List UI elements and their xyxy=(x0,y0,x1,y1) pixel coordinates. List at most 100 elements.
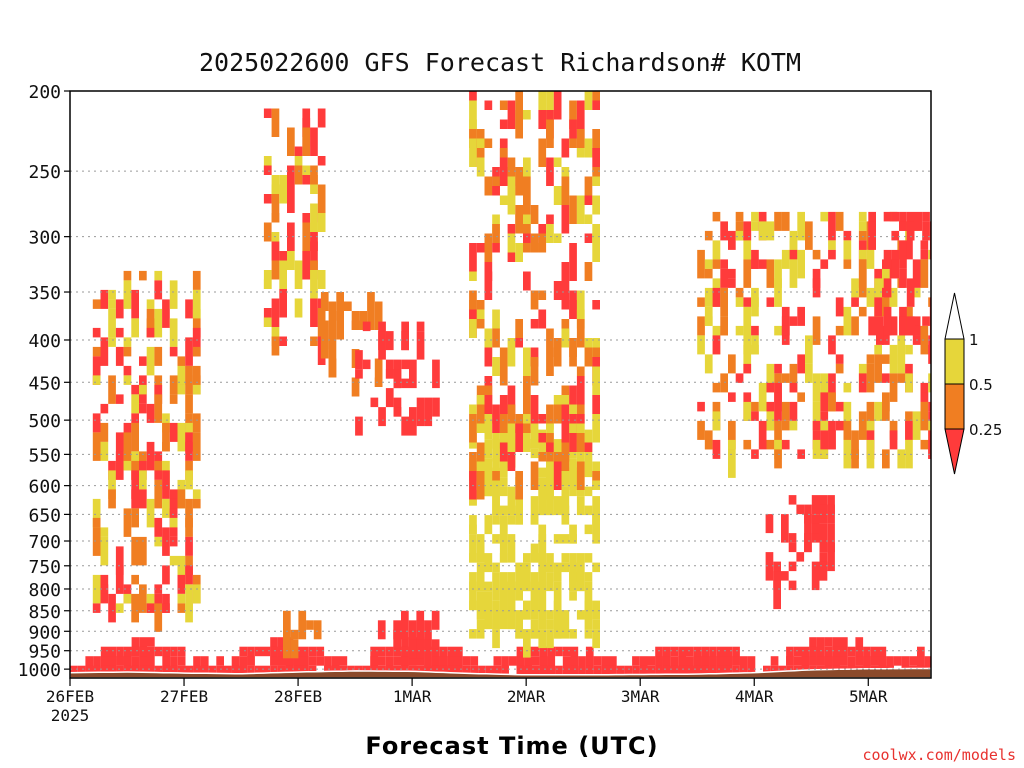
ri-cell-yellow xyxy=(530,553,539,563)
ri-cell-red xyxy=(485,665,494,678)
ri-cell-red xyxy=(231,665,240,678)
ri-cell-yellow xyxy=(476,309,485,319)
ri-cell-red xyxy=(553,461,562,490)
ri-cell-yellow xyxy=(576,610,585,620)
ri-cell-red xyxy=(883,278,892,298)
ri-cell-yellow xyxy=(538,553,547,563)
ri-cell-orange xyxy=(538,452,547,462)
ri-cell-red xyxy=(470,665,479,676)
ri-cell-yellow xyxy=(507,486,516,516)
ri-cell-red xyxy=(647,665,656,676)
ri-cell-yellow xyxy=(743,240,752,260)
ri-cell-yellow xyxy=(108,470,116,499)
ri-cell-yellow xyxy=(484,581,493,592)
ri-cell-red xyxy=(797,449,805,459)
ri-cell-red xyxy=(416,321,425,332)
ri-cell-red xyxy=(592,300,600,310)
ri-cell-red xyxy=(546,442,554,452)
ri-cell-yellow xyxy=(523,629,531,658)
ri-cell-yellow xyxy=(735,297,744,307)
ri-cell-yellow xyxy=(553,186,562,205)
credit-link[interactable]: coolwx.com/models xyxy=(862,746,1016,764)
x-tick-label: 4MAR xyxy=(735,687,774,706)
ri-cell-orange xyxy=(476,442,485,462)
ri-cell-red xyxy=(100,289,109,309)
ri-cell-yellow xyxy=(928,373,931,393)
ri-cell-orange xyxy=(592,91,600,101)
ri-cell-orange xyxy=(92,346,101,357)
ri-cell-red xyxy=(914,211,923,231)
ri-cell-red xyxy=(766,382,775,393)
ri-cell-red xyxy=(116,665,124,678)
ri-cell-red xyxy=(678,665,686,676)
ri-cell-red xyxy=(216,665,224,678)
ri-cell-red xyxy=(928,344,931,364)
ri-cell-orange xyxy=(328,330,337,349)
ri-cell-yellow xyxy=(866,287,875,307)
ri-cell-yellow xyxy=(492,572,500,601)
ri-cell-yellow xyxy=(192,584,201,604)
ri-cell-red xyxy=(720,221,728,241)
ri-cell-yellow xyxy=(499,505,508,516)
ri-cell-red xyxy=(263,165,272,175)
ri-cell-yellow xyxy=(561,553,570,563)
ri-cell-red xyxy=(624,665,633,678)
ri-cell-red xyxy=(162,470,170,499)
ri-cell-orange xyxy=(569,100,577,129)
ri-cell-orange xyxy=(139,584,147,613)
ri-cell-red xyxy=(362,359,371,370)
ri-cell-red xyxy=(732,656,740,666)
ri-cell-yellow xyxy=(192,384,201,395)
ri-cell-red xyxy=(377,620,386,640)
ri-cell-red xyxy=(891,259,900,279)
ri-cell-red xyxy=(899,221,907,231)
ri-cell-red xyxy=(146,403,155,423)
ri-cell-yellow xyxy=(538,591,547,601)
ri-cell-red xyxy=(431,665,440,678)
ri-cell-orange xyxy=(271,108,280,137)
ri-cell-orange xyxy=(712,382,721,393)
ri-cell-red xyxy=(789,382,798,393)
ri-cell-red xyxy=(788,542,797,553)
ri-cell-orange xyxy=(530,290,539,310)
ri-cell-yellow xyxy=(751,297,759,317)
ri-cell-orange xyxy=(290,629,299,640)
ri-cell-orange xyxy=(789,363,798,393)
ri-cell-yellow xyxy=(530,515,539,525)
ri-cell-yellow xyxy=(538,629,547,649)
ri-cell-red xyxy=(728,230,736,250)
ri-cell-red xyxy=(788,495,797,505)
ri-cell-yellow xyxy=(507,515,516,525)
ri-cell-red xyxy=(162,603,170,613)
ri-cell-red xyxy=(561,281,570,310)
ri-cell-red xyxy=(385,646,394,657)
ri-cell-red xyxy=(601,665,609,678)
ri-cell-orange xyxy=(920,401,929,431)
ri-cell-red xyxy=(765,552,774,581)
ri-cell-yellow xyxy=(499,461,508,471)
ri-cell-red xyxy=(840,646,848,657)
ri-cell-yellow xyxy=(805,335,813,364)
ri-cell-red xyxy=(271,298,280,327)
ri-cell-yellow xyxy=(592,414,600,443)
ri-cell-yellow xyxy=(484,420,493,440)
ri-cell-orange xyxy=(131,508,139,528)
ri-cell-orange xyxy=(306,620,314,630)
ri-cell-yellow xyxy=(310,203,318,232)
ri-cell-red xyxy=(416,397,425,427)
ri-cell-red xyxy=(804,514,812,543)
x-tick-label: 5MAR xyxy=(849,687,888,706)
ri-cell-red xyxy=(115,565,124,594)
ri-cell-red xyxy=(154,665,163,676)
ri-cell-red xyxy=(416,331,425,360)
ri-cell-red xyxy=(899,316,907,336)
ri-cell-orange xyxy=(712,259,721,269)
ri-cell-orange xyxy=(751,401,759,412)
ri-cell-red xyxy=(507,252,516,262)
ri-cell-yellow xyxy=(507,186,516,215)
ri-cell-orange xyxy=(162,422,170,452)
ri-cell-red xyxy=(499,119,508,129)
ri-cell-red xyxy=(247,656,255,666)
ri-cell-yellow xyxy=(874,401,882,421)
